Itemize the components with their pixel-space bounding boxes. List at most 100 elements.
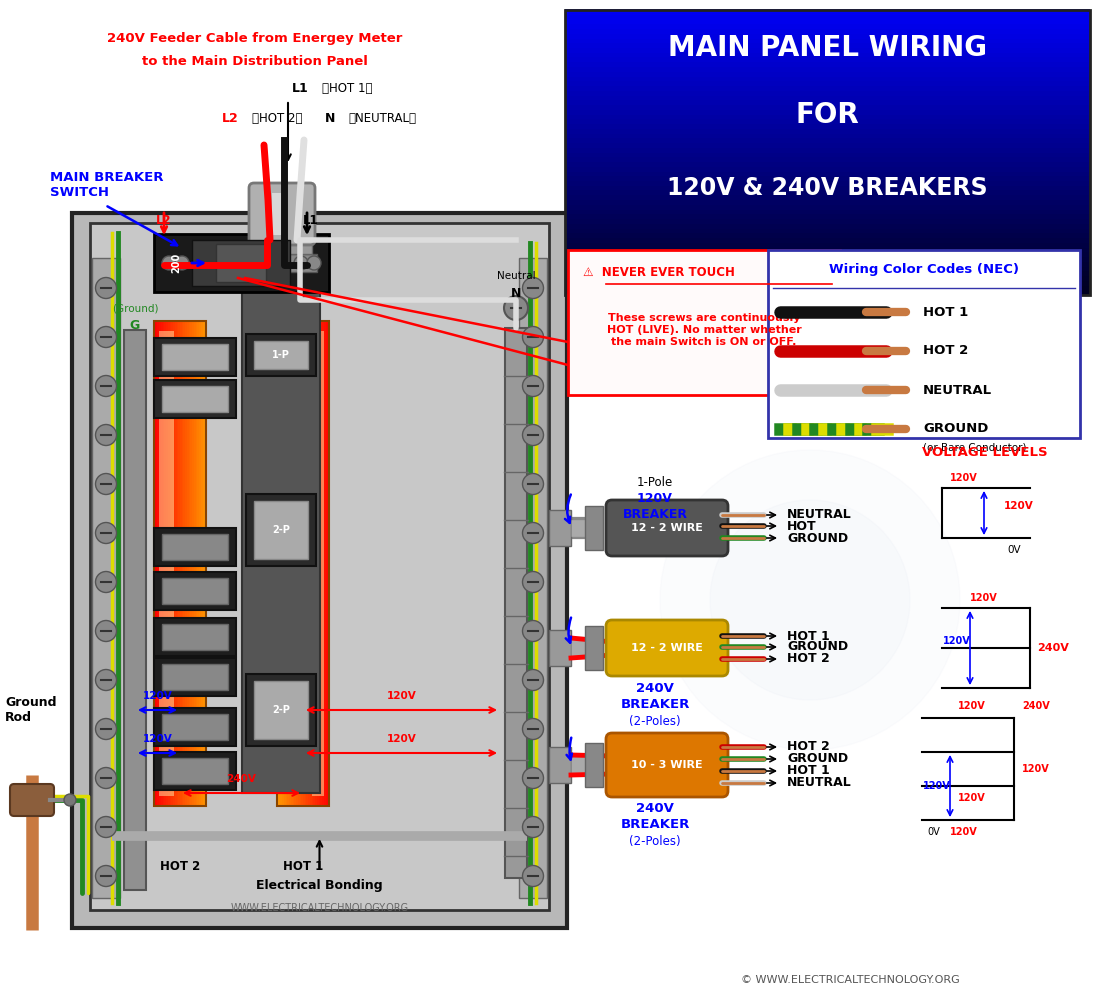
FancyBboxPatch shape xyxy=(298,321,300,806)
FancyBboxPatch shape xyxy=(565,223,1090,229)
FancyBboxPatch shape xyxy=(280,321,283,806)
FancyBboxPatch shape xyxy=(201,321,203,806)
FancyBboxPatch shape xyxy=(565,213,1090,219)
Text: Neutral: Neutral xyxy=(497,271,536,281)
Text: Wiring Color Codes (NEC): Wiring Color Codes (NEC) xyxy=(829,263,1019,276)
FancyBboxPatch shape xyxy=(173,321,176,806)
Text: 120V & 240V BREAKERS: 120V & 240V BREAKERS xyxy=(668,176,988,200)
Text: MAIN PANEL WIRING: MAIN PANEL WIRING xyxy=(668,34,987,62)
Text: (Ground): (Ground) xyxy=(112,303,158,313)
Text: ⚠  NEVER EVER TOUCH: ⚠ NEVER EVER TOUCH xyxy=(583,265,735,278)
Text: HOT 1: HOT 1 xyxy=(923,306,968,318)
Text: 120V: 120V xyxy=(1004,501,1034,511)
FancyBboxPatch shape xyxy=(156,321,158,806)
Circle shape xyxy=(96,816,117,838)
Text: US - NEC: US - NEC xyxy=(790,369,865,384)
FancyBboxPatch shape xyxy=(326,321,328,806)
FancyBboxPatch shape xyxy=(90,223,549,910)
FancyBboxPatch shape xyxy=(162,758,228,784)
FancyBboxPatch shape xyxy=(305,321,308,806)
FancyBboxPatch shape xyxy=(565,242,1090,247)
Text: HOT 2: HOT 2 xyxy=(786,740,829,754)
Text: 1-P: 1-P xyxy=(272,350,290,360)
FancyBboxPatch shape xyxy=(565,128,1090,134)
FancyBboxPatch shape xyxy=(319,321,321,806)
Text: 120V: 120V xyxy=(950,827,978,837)
Text: N: N xyxy=(324,111,336,124)
FancyBboxPatch shape xyxy=(154,338,236,376)
FancyBboxPatch shape xyxy=(565,280,1090,286)
FancyBboxPatch shape xyxy=(565,99,1090,105)
FancyBboxPatch shape xyxy=(185,321,188,806)
FancyBboxPatch shape xyxy=(565,147,1090,152)
FancyBboxPatch shape xyxy=(199,321,201,806)
FancyBboxPatch shape xyxy=(162,534,228,560)
FancyBboxPatch shape xyxy=(565,237,1090,243)
FancyBboxPatch shape xyxy=(182,321,185,806)
FancyBboxPatch shape xyxy=(565,47,1090,53)
FancyBboxPatch shape xyxy=(565,289,1090,295)
FancyBboxPatch shape xyxy=(565,270,1090,276)
Text: 240V: 240V xyxy=(1037,643,1069,653)
FancyBboxPatch shape xyxy=(254,681,308,739)
FancyBboxPatch shape xyxy=(565,180,1090,186)
Text: WWW.ELECTRICALTECHNOLOGY.ORG: WWW.ELECTRICALTECHNOLOGY.ORG xyxy=(230,903,408,913)
FancyBboxPatch shape xyxy=(565,95,1090,100)
Circle shape xyxy=(522,474,543,494)
Text: 120V: 120V xyxy=(143,734,173,744)
Text: SINGLE PHASE BREAKERS BOX WIRING: SINGLE PHASE BREAKERS BOX WIRING xyxy=(662,322,993,338)
FancyBboxPatch shape xyxy=(565,114,1090,119)
Text: HOT: HOT xyxy=(786,520,816,532)
FancyBboxPatch shape xyxy=(565,104,1090,110)
Circle shape xyxy=(522,865,543,886)
Text: 120V: 120V xyxy=(970,593,998,603)
FancyBboxPatch shape xyxy=(565,66,1090,72)
Text: （HOT 1）: （HOT 1） xyxy=(322,82,373,95)
FancyBboxPatch shape xyxy=(606,620,728,676)
Text: 120V: 120V xyxy=(386,734,417,744)
Circle shape xyxy=(96,572,117,592)
FancyBboxPatch shape xyxy=(172,321,174,806)
Text: 0V: 0V xyxy=(927,827,939,837)
FancyBboxPatch shape xyxy=(196,321,198,806)
Circle shape xyxy=(522,718,543,740)
FancyBboxPatch shape xyxy=(565,204,1090,210)
FancyBboxPatch shape xyxy=(310,321,312,806)
FancyBboxPatch shape xyxy=(154,658,236,696)
FancyBboxPatch shape xyxy=(187,321,189,806)
Circle shape xyxy=(96,768,117,788)
FancyBboxPatch shape xyxy=(565,52,1090,57)
FancyBboxPatch shape xyxy=(549,630,571,666)
FancyBboxPatch shape xyxy=(565,76,1090,81)
Text: （HOT 2）: （HOT 2） xyxy=(252,111,302,124)
FancyBboxPatch shape xyxy=(205,321,207,806)
FancyBboxPatch shape xyxy=(565,9,1090,15)
FancyBboxPatch shape xyxy=(565,161,1090,167)
Text: 1-Pole: 1-Pole xyxy=(637,476,673,488)
Text: 10 - 3 WIRE: 10 - 3 WIRE xyxy=(631,760,703,770)
FancyBboxPatch shape xyxy=(290,321,294,806)
Circle shape xyxy=(96,277,117,298)
FancyBboxPatch shape xyxy=(197,321,200,806)
FancyBboxPatch shape xyxy=(565,23,1090,29)
Circle shape xyxy=(522,768,543,788)
Text: GROUND: GROUND xyxy=(786,641,848,654)
FancyBboxPatch shape xyxy=(162,578,228,604)
FancyBboxPatch shape xyxy=(302,321,306,806)
Text: 120V: 120V xyxy=(923,781,950,791)
FancyBboxPatch shape xyxy=(10,784,54,816)
Circle shape xyxy=(522,277,543,298)
Text: N: N xyxy=(510,287,521,300)
Circle shape xyxy=(96,474,117,494)
FancyBboxPatch shape xyxy=(168,321,170,806)
FancyBboxPatch shape xyxy=(296,321,299,806)
Text: VOLTAGE LEVELS: VOLTAGE LEVELS xyxy=(922,446,1048,458)
FancyBboxPatch shape xyxy=(565,166,1090,172)
Circle shape xyxy=(96,670,117,690)
FancyBboxPatch shape xyxy=(565,61,1090,67)
FancyBboxPatch shape xyxy=(565,118,1090,124)
FancyBboxPatch shape xyxy=(549,747,571,783)
FancyBboxPatch shape xyxy=(278,321,282,806)
FancyBboxPatch shape xyxy=(283,321,285,806)
Circle shape xyxy=(522,375,543,396)
